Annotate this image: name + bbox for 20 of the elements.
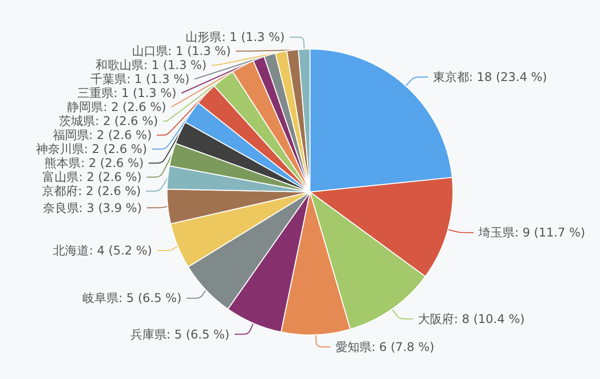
slice-label: 奈良県: 3 (3.9 %) [42,200,142,215]
slice-label: 岐阜県: 5 (6.5 %) [82,291,182,306]
slice-label: 三重県: 1 (1.3 %) [77,86,176,100]
slice-label: 埼玉県: 9 (11.7 %) [478,226,586,240]
slice-label: 山形県: 1 (1.3 %) [186,30,285,44]
slice-label: 東京都: 18 (23.4 %) [432,70,548,84]
slice-label: 大阪府: 8 (10.4 %) [418,312,525,326]
slice-label: 愛知県: 6 (7.8 %) [335,340,434,354]
slice-label: 静岡県: 2 (2.6 %) [67,100,166,114]
slice-label: 茨城県: 2 (2.6 %) [59,114,158,128]
slice-label: 和歌山県: 1 (1.3 %) [96,58,207,72]
slice-label: 福岡県: 2 (2.6 %) [52,128,152,142]
slice-label: 富山県: 2 (2.6 %) [42,170,142,184]
slice-label: 兵庫県: 5 (6.5 %) [130,327,230,342]
slice-label: 千葉県: 1 (1.3 %) [90,72,190,86]
slice-label: 京都府: 2 (2.6 %) [42,184,141,198]
slice-label: 熊本県: 2 (2.6 %) [44,156,144,170]
slice-label: 北海道: 4 (5.2 %) [53,244,152,258]
slice-label: 神奈川県: 2 (2.6 %) [36,142,148,156]
slice-label: 山口県: 1 (1.3 %) [132,44,231,58]
